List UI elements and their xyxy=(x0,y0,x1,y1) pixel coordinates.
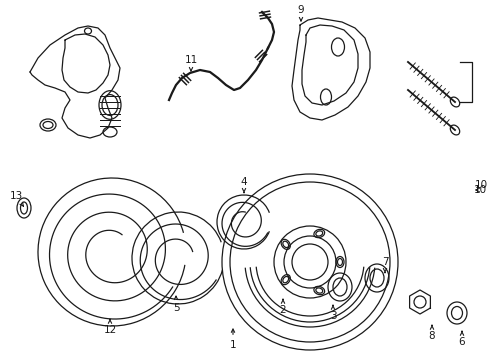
Text: 11: 11 xyxy=(184,55,197,71)
Text: 5: 5 xyxy=(172,296,179,313)
Text: 9: 9 xyxy=(297,5,304,21)
Text: 4: 4 xyxy=(240,177,247,193)
Text: 6: 6 xyxy=(458,331,465,347)
Text: 12: 12 xyxy=(103,319,116,335)
Text: 13: 13 xyxy=(9,191,23,206)
Text: 3: 3 xyxy=(329,305,336,321)
Text: 10: 10 xyxy=(474,180,487,190)
Text: 7: 7 xyxy=(381,257,387,273)
Text: 2: 2 xyxy=(279,300,286,315)
Text: 1: 1 xyxy=(229,329,236,350)
Text: 8: 8 xyxy=(428,325,434,341)
Text: 10: 10 xyxy=(472,185,486,195)
